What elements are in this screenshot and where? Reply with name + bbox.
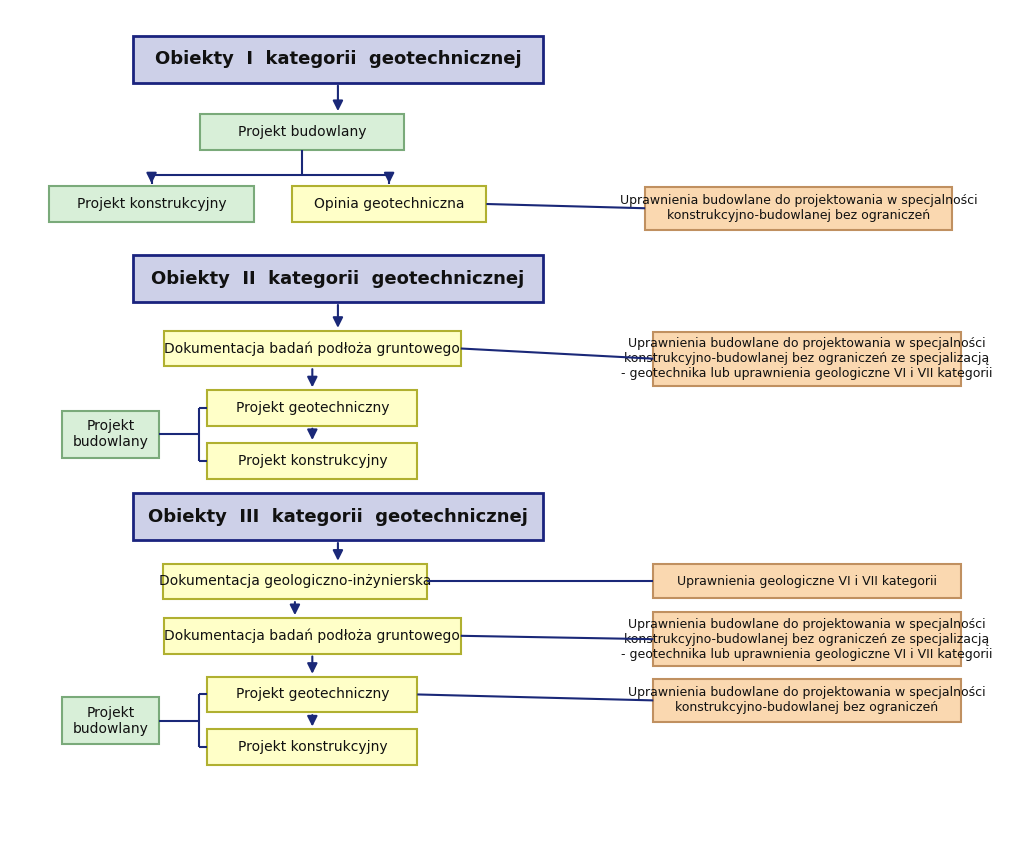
FancyBboxPatch shape: [653, 612, 961, 666]
FancyBboxPatch shape: [61, 411, 160, 458]
FancyBboxPatch shape: [164, 618, 461, 654]
FancyBboxPatch shape: [207, 390, 418, 426]
Text: Obiekty  II  kategorii  geotechnicznej: Obiekty II kategorii geotechnicznej: [152, 269, 524, 288]
Text: Projekt
budowlany: Projekt budowlany: [73, 419, 148, 450]
Text: Obiekty  III  kategorii  geotechnicznej: Obiekty III kategorii geotechnicznej: [148, 507, 527, 526]
Text: Opinia geotechniczna: Opinia geotechniczna: [314, 197, 464, 211]
Text: Uprawnienia budowlane do projektowania w specjalności
konstrukcyjno-budowlanej b: Uprawnienia budowlane do projektowania w…: [622, 337, 992, 380]
FancyBboxPatch shape: [207, 729, 418, 765]
FancyBboxPatch shape: [292, 186, 486, 222]
Text: Projekt budowlany: Projekt budowlany: [238, 125, 367, 139]
Text: Projekt
budowlany: Projekt budowlany: [73, 706, 148, 736]
Text: Uprawnienia budowlane do projektowania w specjalności
konstrukcyjno-budowlanej b: Uprawnienia budowlane do projektowania w…: [620, 195, 978, 222]
Text: Dokumentacja badań podłoża gruntowego: Dokumentacja badań podłoża gruntowego: [165, 341, 460, 356]
FancyBboxPatch shape: [61, 697, 160, 745]
FancyBboxPatch shape: [133, 36, 543, 82]
FancyBboxPatch shape: [645, 187, 952, 230]
FancyBboxPatch shape: [653, 564, 961, 598]
FancyBboxPatch shape: [207, 443, 418, 479]
Text: Projekt konstrukcyjny: Projekt konstrukcyjny: [238, 740, 387, 754]
FancyBboxPatch shape: [653, 679, 961, 722]
Text: Projekt konstrukcyjny: Projekt konstrukcyjny: [77, 197, 226, 211]
FancyBboxPatch shape: [164, 331, 461, 366]
Text: Dokumentacja badań podłoża gruntowego: Dokumentacja badań podłoża gruntowego: [165, 628, 460, 643]
FancyBboxPatch shape: [133, 255, 543, 303]
Text: Projekt geotechniczny: Projekt geotechniczny: [236, 688, 389, 701]
Text: Uprawnienia budowlane do projektowania w specjalności
konstrukcyjno-budowlanej b: Uprawnienia budowlane do projektowania w…: [622, 618, 992, 660]
FancyBboxPatch shape: [207, 677, 418, 712]
FancyBboxPatch shape: [163, 564, 427, 599]
FancyBboxPatch shape: [200, 114, 404, 150]
Text: Uprawnienia geologiczne VI i VII kategorii: Uprawnienia geologiczne VI i VII kategor…: [677, 575, 937, 588]
FancyBboxPatch shape: [653, 332, 961, 386]
Text: Uprawnienia budowlane do projektowania w specjalności
konstrukcyjno-budowlanej b: Uprawnienia budowlane do projektowania w…: [628, 687, 986, 714]
Text: Dokumentacja geologiczno-inżynierska: Dokumentacja geologiczno-inżynierska: [159, 575, 431, 588]
FancyBboxPatch shape: [49, 186, 254, 222]
Text: Projekt konstrukcyjny: Projekt konstrukcyjny: [238, 454, 387, 468]
Text: Obiekty  I  kategorii  geotechnicznej: Obiekty I kategorii geotechnicznej: [155, 50, 521, 69]
FancyBboxPatch shape: [133, 493, 543, 541]
Text: Projekt geotechniczny: Projekt geotechniczny: [236, 401, 389, 415]
